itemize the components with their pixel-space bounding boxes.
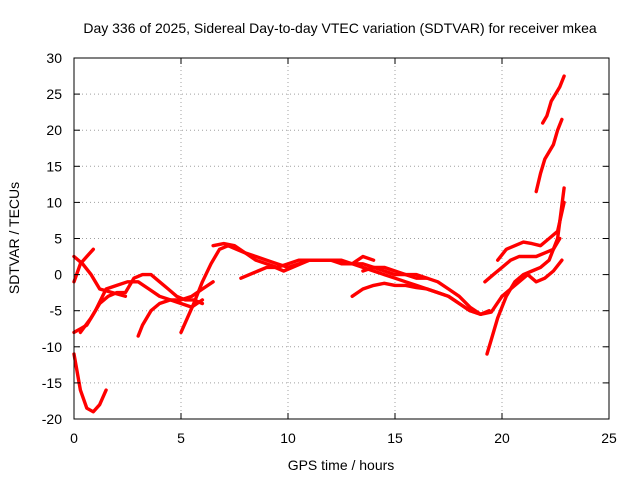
x-tick-label: 15 — [387, 430, 403, 446]
x-axis-label: GPS time / hours — [288, 457, 395, 473]
y-tick-label: 25 — [46, 86, 62, 102]
x-tick-label: 25 — [601, 430, 617, 446]
y-tick-label: 10 — [46, 194, 62, 210]
y-tick-label: -15 — [42, 375, 62, 391]
y-tick-label: -20 — [42, 411, 62, 427]
series-track-7 — [179, 243, 491, 335]
series-track-1 — [72, 352, 108, 414]
x-tick-label: 0 — [70, 430, 78, 446]
y-tick-label: 0 — [54, 267, 62, 283]
x-tick-label: 10 — [280, 430, 296, 446]
series-track-15 — [500, 258, 564, 298]
y-tick-labels: -20 -15 -10 -5 0 5 10 15 20 25 30 — [42, 50, 62, 427]
x-tick-labels: 0 5 10 15 20 25 — [70, 430, 617, 446]
y-tick-label: 15 — [46, 158, 62, 174]
chart-title: Day 336 of 2025, Sidereal Day-to-day VTE… — [83, 20, 596, 36]
series-track-17 — [541, 74, 566, 125]
y-tick-label: -5 — [50, 303, 63, 319]
tick-layer — [73, 57, 610, 420]
series-track-16 — [534, 117, 564, 194]
series-track-14 — [496, 200, 566, 262]
y-tick-label: -10 — [42, 339, 62, 355]
grid-layer — [74, 58, 609, 419]
series-track-10 — [350, 281, 504, 316]
y-tick-label: 5 — [54, 231, 62, 247]
series-track-12 — [483, 236, 562, 284]
series-layer — [72, 74, 566, 414]
series-track-4 — [72, 254, 128, 298]
series-track-13 — [485, 186, 566, 356]
series-track-11 — [361, 265, 429, 280]
y-tick-label: 20 — [46, 122, 62, 138]
y-tick-label: 30 — [46, 50, 62, 66]
series-track-2 — [72, 247, 96, 284]
x-tick-label: 5 — [177, 430, 185, 446]
x-tick-label: 20 — [494, 430, 510, 446]
y-axis-label: SDTVAR / TECUs — [6, 182, 22, 294]
